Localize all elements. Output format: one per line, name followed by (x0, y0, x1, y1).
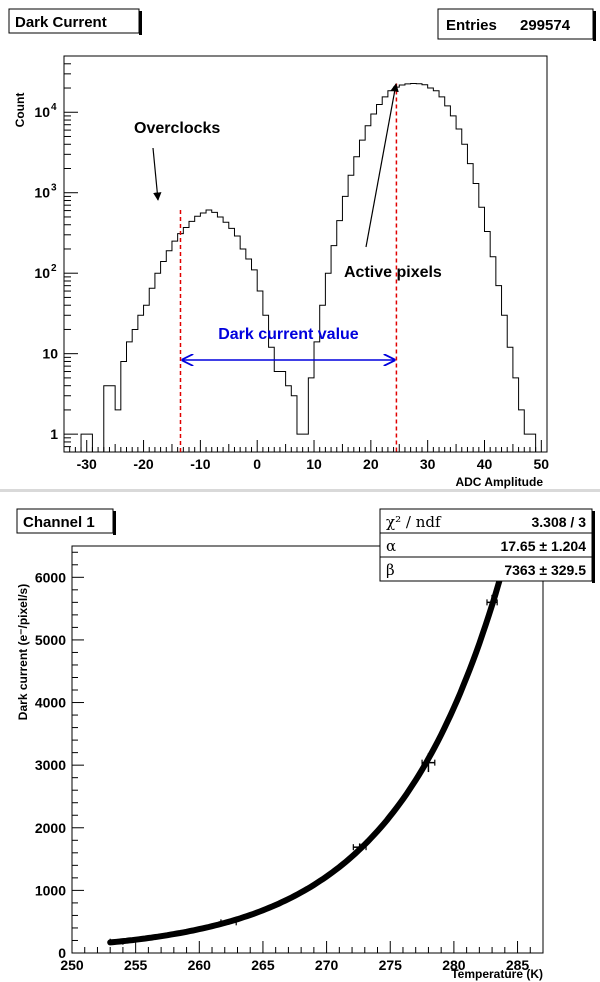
fit-plot-ticks (71, 551, 544, 954)
chi2-ndf-value: 3.308 / 3 (532, 514, 587, 530)
fit-y-tick-label: 3000 (35, 757, 66, 773)
fit-y-tick-label: 4000 (35, 695, 66, 711)
overclocks-arrow (152, 147, 162, 201)
histogram-title-box (8, 8, 140, 34)
histogram-y-tick-exponent: 2 (51, 263, 57, 274)
beta-label: β (386, 561, 395, 579)
histogram-ticks (63, 55, 548, 453)
entries-label: Entries (446, 17, 497, 34)
histogram-y-tick-label: 10 (34, 265, 50, 281)
histogram-y-tick-exponent: 4 (51, 102, 57, 113)
data-point (486, 594, 498, 610)
histogram-x-tick-label: 0 (253, 456, 261, 472)
histogram-y-axis-label: Count (13, 93, 27, 128)
chi2-ndf-label: χ² / ndf (386, 513, 442, 531)
fit-x-tick-label: 280 (442, 957, 466, 973)
dark-current-value-label: Dark current value (218, 326, 359, 343)
histogram-x-tick-label: 10 (306, 456, 322, 472)
fit-x-tick-label: 250 (60, 957, 84, 973)
fit-title: Channel 1 (23, 514, 95, 531)
histogram-y-tick-label: 10 (34, 185, 50, 201)
histogram-x-tick-label: 30 (420, 456, 436, 472)
fit-x-tick-label: 265 (251, 957, 275, 973)
entries-value: 299574 (520, 17, 571, 34)
fit-x-axis-label: Temperature (K) (451, 967, 543, 981)
histogram-y-tick-label: 10 (42, 346, 58, 362)
histogram-x-tick-label: -30 (77, 456, 97, 472)
active-pixels-arrow (365, 83, 399, 248)
overclocks-label: Overclocks (134, 120, 220, 137)
histogram-x-tick-label: 40 (477, 456, 493, 472)
fit-x-tick-label: 260 (188, 957, 212, 973)
fit-y-tick-label: 2000 (35, 820, 66, 836)
data-point (109, 938, 124, 945)
data-point (352, 843, 367, 851)
data-point (220, 919, 237, 926)
histogram-x-axis-label: ADC Amplitude (455, 475, 543, 489)
fit-x-tick-label: 275 (379, 957, 403, 973)
fit-y-tick-label: 6000 (35, 569, 66, 585)
fit-x-tick-label: 255 (124, 957, 148, 973)
temperature-fit-panel: 250 255 260 265 270 275 280 285 0 1000 2000 3000 400… (0, 492, 600, 982)
histogram-x-tick-label: -20 (133, 456, 153, 472)
dark-current-vs-temperature-chart: 250 255 260 265 270 275 280 285 0 1000 2000 3000 400… (16, 508, 595, 981)
fit-x-tick-label: 285 (506, 957, 530, 973)
histogram-frame (63, 55, 548, 453)
histogram-title-box-shadow (139, 11, 142, 35)
fit-plot-tick-labels: 250 255 260 265 270 275 280 285 0 1000 2000 3000 400… (35, 569, 530, 973)
panel-divider (0, 489, 600, 492)
histogram-x-tick-label: -10 (190, 456, 210, 472)
beta-value: 7363 ± 329.5 (504, 562, 586, 578)
histogram-title: Dark Current (15, 14, 107, 31)
fit-y-axis-label: Dark current (e⁻/pixel/s) (16, 584, 30, 720)
fit-title-box-shadow (113, 511, 116, 535)
entries-box-shadow (593, 11, 596, 41)
alpha-value: 17.65 ± 1.204 (500, 538, 586, 554)
active-pixels-label: Active pixels (344, 264, 442, 281)
histogram-x-tick-label: 20 (363, 456, 379, 472)
fit-y-tick-label: 1000 (35, 882, 66, 898)
fit-y-tick-label: 5000 (35, 632, 66, 648)
histogram-y-tick-label: 10 (34, 104, 50, 120)
alpha-label: α (386, 537, 396, 555)
histogram-y-tick-exponent: 3 (51, 183, 57, 194)
histogram-x-tick-label: 50 (534, 456, 550, 472)
histogram-y-tick-label: 1 (50, 426, 58, 442)
data-point (421, 753, 436, 773)
fit-curve (107, 559, 508, 946)
fit-plot-frame (71, 545, 544, 954)
dark-current-histogram-panel: -30 -20 -10 0 10 20 30 40 50 1 10 10 2 10 3 10 4 Dark cu… (0, 0, 600, 490)
fit-y-tick-label: 0 (58, 945, 66, 961)
fit-x-tick-label: 270 (315, 957, 339, 973)
fit-stats-box: χ² / ndf 3.308 / 3 α 17.65 ± 1.204 β 736… (379, 508, 595, 583)
data-points (109, 594, 498, 945)
